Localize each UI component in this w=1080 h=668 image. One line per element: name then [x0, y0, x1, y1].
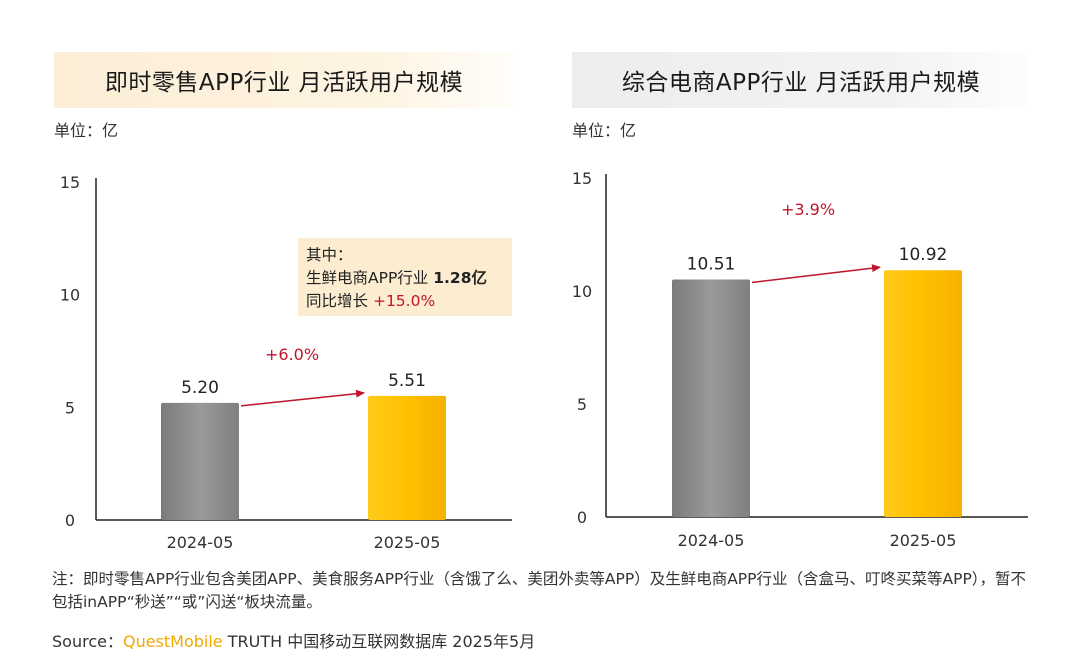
left-bar-2025-05	[368, 395, 446, 520]
right-value-label: 10.51	[687, 254, 736, 274]
right-category-label: 2024-05	[678, 531, 745, 550]
right-bar-2025-05	[884, 270, 962, 517]
left-y-tick-label: 0	[65, 511, 75, 530]
callout-line3: 同比增长 +15.0%	[306, 290, 512, 313]
right-value-label: 10.92	[899, 245, 948, 265]
left-value-label: 5.51	[388, 371, 426, 391]
source-suffix: TRUTH 中国移动互联网数据库 2025年5月	[222, 632, 536, 651]
callout-line2: 生鲜电商APP行业 1.28亿	[306, 267, 512, 290]
fresh-ecommerce-callout: 其中： 生鲜电商APP行业 1.28亿 同比增长 +15.0%	[298, 238, 512, 316]
source-prefix: Source：	[52, 632, 123, 651]
left-growth-label: +6.0%	[265, 345, 319, 364]
source-brand: QuestMobile	[122, 632, 223, 651]
right-unit-label: 单位：亿	[572, 121, 637, 140]
right-bar-2024-05	[672, 279, 750, 517]
right-chart-title: 综合电商APP行业 月活跃用户规模	[572, 52, 1030, 108]
right-category-label: 2025-05	[890, 531, 957, 550]
callout-line3-value: +15.0%	[372, 292, 436, 310]
callout-line2-label: 生鲜电商APP行业	[306, 269, 429, 287]
left-bar-2024-05	[161, 402, 239, 520]
callout-line1: 其中：	[306, 246, 353, 264]
left-y-tick-label: 15	[60, 173, 80, 192]
left-unit-label: 单位：亿	[54, 121, 119, 140]
right-growth-label: +3.9%	[781, 200, 835, 219]
right-y-tick-label: 5	[577, 395, 587, 414]
right-y-tick-label: 10	[572, 282, 592, 301]
left-y-tick-label: 10	[60, 286, 80, 305]
left-value-label: 5.20	[181, 378, 219, 398]
left-category-label: 2024-05	[167, 533, 234, 552]
right-growth-arrow	[751, 264, 881, 284]
left-chart-title: 即时零售APP行业 月活跃用户规模	[54, 52, 514, 108]
left-growth-arrow	[240, 389, 365, 407]
callout-line2-value: 1.28亿	[433, 269, 487, 287]
callout-line3-label: 同比增长	[306, 292, 369, 310]
left-y-tick-label: 5	[65, 398, 75, 417]
footnote: 注：即时零售APP行业包含美团APP、美食服务APP行业（含饿了么、美团外卖等A…	[52, 570, 1027, 611]
right-y-tick-label: 15	[572, 169, 592, 188]
left-category-label: 2025-05	[374, 533, 441, 552]
right-y-tick-label: 0	[577, 508, 587, 527]
source-line: Source：QuestMobile TRUTH 中国移动互联网数据库 2025…	[52, 628, 535, 652]
